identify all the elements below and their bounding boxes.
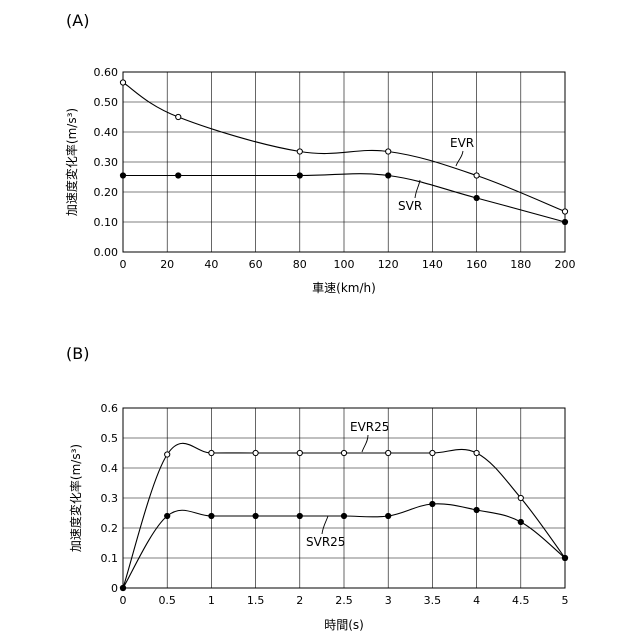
x-tick-label: 80: [293, 258, 307, 271]
x-tick-label: 2: [296, 594, 303, 607]
series-label-svr25: SVR25: [306, 535, 345, 549]
leader-line-evr: [456, 151, 463, 166]
x-tick-label: 120: [378, 258, 399, 271]
data-point-evr: [562, 209, 567, 214]
data-point-svr: [562, 219, 567, 224]
y-tick-label: 0.2: [101, 522, 119, 535]
x-tick-label: 3.5: [424, 594, 442, 607]
x-tick-labels-a: 0 20 40 60 80 100 120 140 160 180 200: [120, 258, 576, 271]
data-point-svr25: [120, 585, 125, 590]
data-point-evr: [474, 173, 479, 178]
data-point-evr: [120, 80, 125, 85]
y-tick-labels-a: 0.00 0.10 0.20 0.30 0.40 0.50 0.60: [94, 66, 119, 259]
data-point-evr25: [341, 450, 346, 455]
x-tick-label: 0: [120, 258, 127, 271]
data-point-svr: [176, 173, 181, 178]
x-tick-label: 4: [473, 594, 480, 607]
data-point-evr25: [474, 450, 479, 455]
y-tick-label: 0.30: [94, 156, 119, 169]
x-axis-label-a: 車速(km/h): [312, 281, 376, 295]
y-axis-label-a: 加速度変化率(m/s³): [64, 108, 79, 216]
data-point-evr25: [209, 450, 214, 455]
x-tick-label: 200: [555, 258, 576, 271]
data-point-evr: [386, 149, 391, 154]
data-point-evr: [297, 149, 302, 154]
data-point-svr25: [253, 513, 258, 518]
y-axis-label-b: 加速度変化率(m/s³): [68, 444, 83, 552]
chart-panel-b: (B) 00.511.522.533.544.55 00.10.20.30.40…: [66, 344, 569, 632]
data-point-evr: [176, 114, 181, 119]
x-tick-label: 60: [249, 258, 263, 271]
data-point-evr25: [297, 450, 302, 455]
data-point-svr: [120, 173, 125, 178]
leader-line-svr25: [322, 516, 328, 534]
y-tick-label: 0.50: [94, 96, 119, 109]
panel-label-b: (B): [66, 344, 89, 363]
x-tick-label: 1: [208, 594, 215, 607]
y-tick-label: 0.00: [94, 246, 119, 259]
y-tick-label: 0.20: [94, 186, 119, 199]
y-tick-label: 0.5: [101, 432, 119, 445]
data-point-svr25: [386, 513, 391, 518]
data-point-evr25: [253, 450, 258, 455]
series-label-evr: EVR: [450, 136, 474, 150]
x-tick-label: 140: [422, 258, 443, 271]
data-point-svr: [474, 195, 479, 200]
series-label-evr25: EVR25: [350, 420, 389, 434]
x-tick-label: 3: [385, 594, 392, 607]
grid-a: [123, 72, 565, 252]
y-tick-labels-b: 0 0.1 0.2 0.3 0.4 0.5 0.6: [101, 402, 119, 595]
y-tick-label: 0.3: [101, 492, 119, 505]
x-tick-label: 4.5: [512, 594, 530, 607]
data-point-svr: [297, 173, 302, 178]
data-point-svr25: [474, 507, 479, 512]
chart-panel-a: (A) 0 20 40 60 80 100 120 140 160 180 200 0.00 0.10…: [64, 11, 576, 295]
x-tick-label: 0.5: [158, 594, 176, 607]
y-tick-label: 0.6: [101, 402, 119, 415]
x-tick-label: 180: [510, 258, 531, 271]
data-point-svr: [386, 173, 391, 178]
data-point-svr25: [518, 519, 523, 524]
panel-label-a: (A): [66, 11, 89, 30]
data-point-evr25: [386, 450, 391, 455]
x-tick-label: 5: [562, 594, 569, 607]
x-tick-label: 160: [466, 258, 487, 271]
y-tick-label: 0.4: [101, 462, 119, 475]
series-label-svr: SVR: [398, 199, 422, 213]
data-point-evr25: [518, 495, 523, 500]
data-point-evr25: [165, 452, 170, 457]
x-tick-label: 2.5: [335, 594, 353, 607]
data-point-svr25: [209, 513, 214, 518]
x-axis-label-b: 時間(s): [324, 618, 364, 632]
data-point-svr25: [297, 513, 302, 518]
data-point-svr25: [562, 555, 567, 560]
grid-b: [123, 408, 565, 588]
x-tick-label: 0: [120, 594, 127, 607]
x-tick-labels-b: 0 0.5 1 1.5 2 2.5 3 3.5 4 4.5 5: [120, 594, 569, 607]
y-tick-label: 0.40: [94, 126, 119, 139]
y-tick-label: 0: [111, 582, 118, 595]
y-tick-label: 0.60: [94, 66, 119, 79]
x-tick-label: 40: [204, 258, 218, 271]
leader-line-evr25: [362, 435, 368, 452]
x-tick-label: 100: [334, 258, 355, 271]
data-point-svr25: [165, 513, 170, 518]
y-tick-label: 0.1: [101, 552, 119, 565]
data-point-svr25: [341, 513, 346, 518]
data-point-svr25: [430, 501, 435, 506]
y-tick-label: 0.10: [94, 216, 119, 229]
leader-line-svr: [415, 180, 420, 198]
x-tick-label: 20: [160, 258, 174, 271]
x-tick-label: 1.5: [247, 594, 265, 607]
data-point-evr25: [430, 450, 435, 455]
